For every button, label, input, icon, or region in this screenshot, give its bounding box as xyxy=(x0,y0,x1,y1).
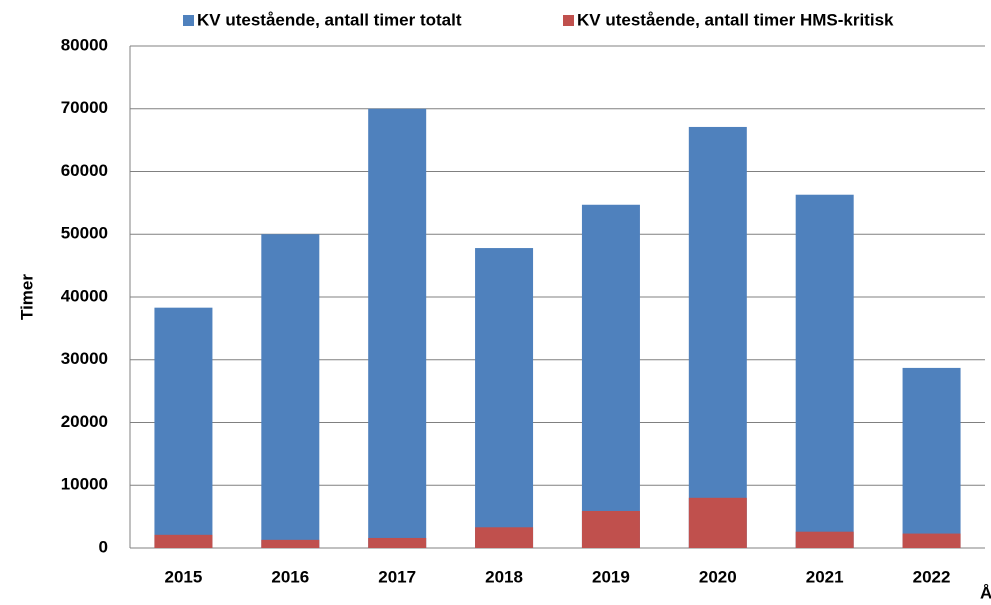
bar xyxy=(475,248,534,548)
bar xyxy=(368,537,427,548)
bar xyxy=(902,533,961,548)
y-tick-label: 40000 xyxy=(61,286,108,305)
bar xyxy=(154,307,213,548)
bar xyxy=(581,510,640,548)
bar xyxy=(795,194,854,548)
y-tick-label: 80000 xyxy=(61,35,108,54)
bar xyxy=(261,539,320,548)
y-tick-label: 10000 xyxy=(61,475,108,494)
legend-swatch xyxy=(563,15,574,26)
bar xyxy=(688,497,747,548)
bar xyxy=(581,204,640,548)
x-tick-label: 2016 xyxy=(271,567,309,586)
bar xyxy=(475,527,534,548)
bar xyxy=(902,367,961,548)
x-tick-label: 2019 xyxy=(592,567,630,586)
legend-swatch xyxy=(183,15,194,26)
y-tick-label: 20000 xyxy=(61,412,108,431)
y-tick-label: 70000 xyxy=(61,98,108,117)
legend-label: KV utestående, antall timer HMS-kritisk xyxy=(577,10,894,29)
bar xyxy=(688,126,747,548)
y-tick-label: 0 xyxy=(99,537,108,556)
legend-label: KV utestående, antall timer totalt xyxy=(197,10,462,29)
y-tick-label: 60000 xyxy=(61,161,108,180)
y-tick-label: 30000 xyxy=(61,349,108,368)
x-tick-label: 2018 xyxy=(485,567,523,586)
bar xyxy=(261,234,320,548)
x-tick-label: 2015 xyxy=(165,567,203,586)
bar xyxy=(368,108,427,548)
x-axis-label: Å xyxy=(980,583,991,602)
x-tick-label: 2017 xyxy=(378,567,416,586)
x-tick-label: 2021 xyxy=(806,567,844,586)
y-tick-label: 50000 xyxy=(61,224,108,243)
x-tick-label: 2020 xyxy=(699,567,737,586)
bar xyxy=(795,531,854,548)
x-tick-label: 2022 xyxy=(913,567,951,586)
bar xyxy=(154,534,213,548)
y-axis-label: Timer xyxy=(17,274,36,320)
